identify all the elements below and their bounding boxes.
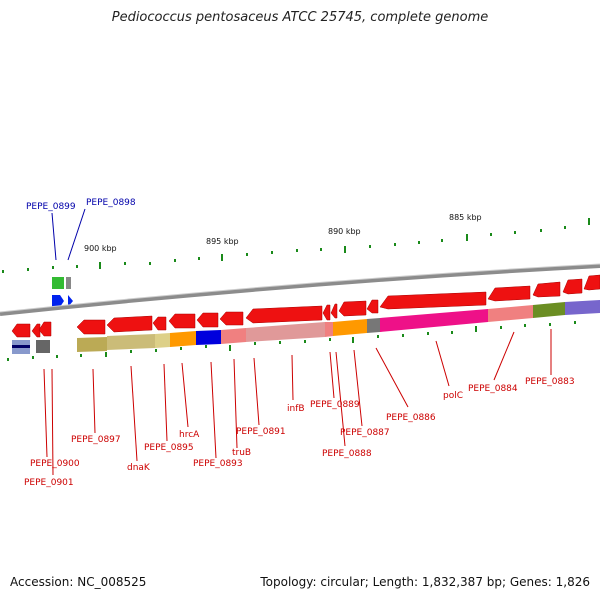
accession-text: Accession: NC_008525 <box>10 575 147 589</box>
gene-label-pepe-0893[interactable]: PEPE_0893 <box>193 459 243 469</box>
scale-label-890: 890 kbp <box>328 227 361 236</box>
inner-ticks <box>7 321 576 361</box>
gene-label-pepe-0899[interactable]: PEPE_0899 <box>26 202 76 212</box>
gene-label-pepe-0901[interactable]: PEPE_0901 <box>24 478 74 488</box>
gene-label-dnak[interactable]: dnaK <box>127 463 151 473</box>
category-bar <box>12 300 600 354</box>
gene-label-hrca[interactable]: hrcA <box>179 430 200 440</box>
leader-lines-top <box>51 208 86 261</box>
gene-label-pepe-0895[interactable]: PEPE_0895 <box>144 443 194 453</box>
map-title: Pediococcus pentosaceus ATCC 25745, comp… <box>111 10 489 25</box>
gene-arrows <box>11 274 600 338</box>
gene-label-pepe-0888[interactable]: PEPE_0888 <box>322 449 372 459</box>
gene-label-pepe-0897[interactable]: PEPE_0897 <box>71 435 121 445</box>
gene-label-pepe-0889[interactable]: PEPE_0889 <box>310 400 360 410</box>
gene-label-pepe-0898[interactable]: PEPE_0898 <box>86 198 136 208</box>
top-strand-features <box>52 277 73 307</box>
gene-label-pepe-0884[interactable]: PEPE_0884 <box>468 384 518 394</box>
scale-ticks <box>2 218 590 273</box>
gene-label-pepe-0887[interactable]: PEPE_0887 <box>340 428 390 438</box>
scale-label-900: 900 kbp <box>84 244 117 253</box>
gene-label-polc[interactable]: polC <box>443 391 463 401</box>
leader-lines-bottom <box>43 329 552 476</box>
gene-label-pepe-0886[interactable]: PEPE_0886 <box>386 413 436 423</box>
gene-label-trub[interactable]: truB <box>232 448 251 458</box>
gene-label-pepe-0900[interactable]: PEPE_0900 <box>30 459 80 469</box>
scale-label-895: 895 kbp <box>206 237 239 246</box>
scale-label-885: 885 kbp <box>449 213 482 222</box>
gene-label-pepe-0883[interactable]: PEPE_0883 <box>525 377 575 387</box>
genome-backbone <box>0 264 600 316</box>
gene-label-pepe-0891[interactable]: PEPE_0891 <box>236 427 286 437</box>
gene-label-infb[interactable]: infB <box>287 404 305 414</box>
genome-summary-text: Topology: circular; Length: 1,832,387 bp… <box>260 575 590 589</box>
